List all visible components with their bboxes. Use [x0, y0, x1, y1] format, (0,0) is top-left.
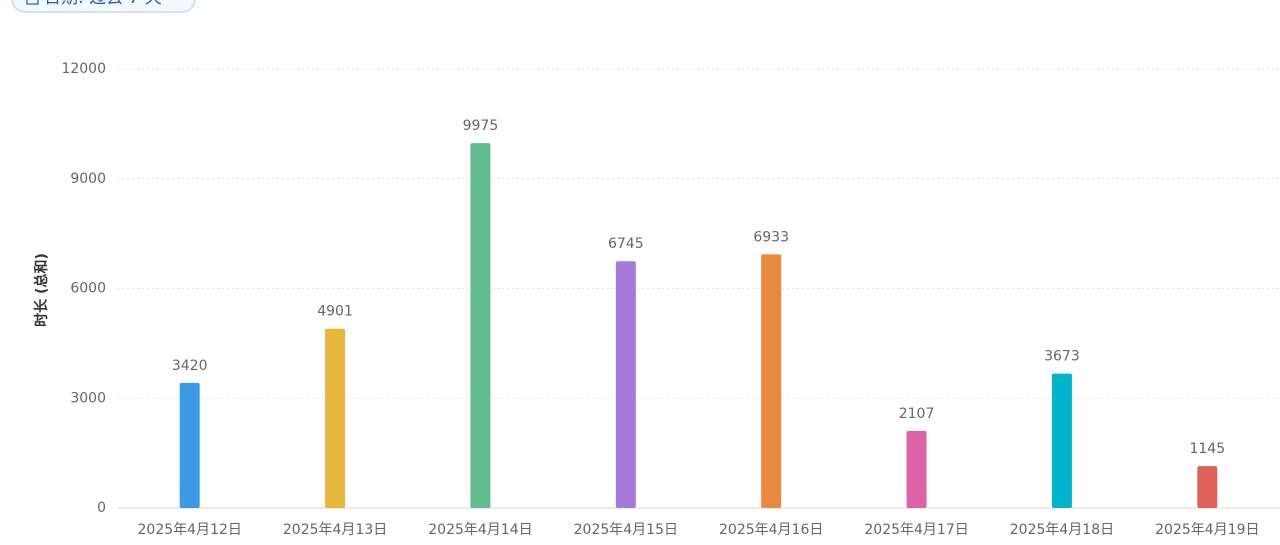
- x-tick-label: 2025年4月19日: [1155, 522, 1259, 538]
- value-label: 1145: [1189, 441, 1225, 457]
- bar: [615, 261, 636, 508]
- bar: [179, 382, 200, 508]
- y-tick-label: 3000: [70, 390, 106, 406]
- value-label: 3673: [1044, 349, 1080, 365]
- calendar-icon: [26, 0, 39, 5]
- value-label: 2107: [899, 406, 935, 422]
- x-tick-label: 2025年4月18日: [1010, 522, 1114, 538]
- bar: [470, 143, 491, 509]
- y-axis-label: 时长 (总和): [33, 253, 50, 327]
- value-label: 4901: [317, 304, 353, 320]
- y-tick-label: 9000: [70, 171, 106, 187]
- date-filter-label: 日期: 过去 7 天: [44, 0, 162, 8]
- bar: [906, 430, 927, 508]
- x-tick-label: 2025年4月17日: [864, 522, 968, 538]
- y-tick-label: 0: [97, 500, 106, 516]
- bar: [325, 328, 346, 508]
- date-filter-button[interactable]: [11, 0, 196, 13]
- x-tick-label: 2025年4月15日: [574, 522, 678, 538]
- x-tick-label: 2025年4月12日: [138, 522, 242, 538]
- x-tick-label: 2025年4月14日: [428, 522, 532, 538]
- value-label: 3420: [172, 358, 208, 374]
- bar: [1197, 466, 1218, 508]
- bar: [761, 254, 782, 508]
- x-tick-label: 2025年4月16日: [719, 522, 823, 538]
- y-tick-label: 12000: [61, 61, 106, 77]
- value-label: 9975: [463, 118, 499, 134]
- x-tick-label: 2025年4月13日: [283, 522, 387, 538]
- value-label: 6745: [608, 236, 644, 252]
- value-label: 6933: [753, 229, 789, 245]
- bar: [1051, 373, 1072, 508]
- y-tick-label: 6000: [70, 281, 106, 297]
